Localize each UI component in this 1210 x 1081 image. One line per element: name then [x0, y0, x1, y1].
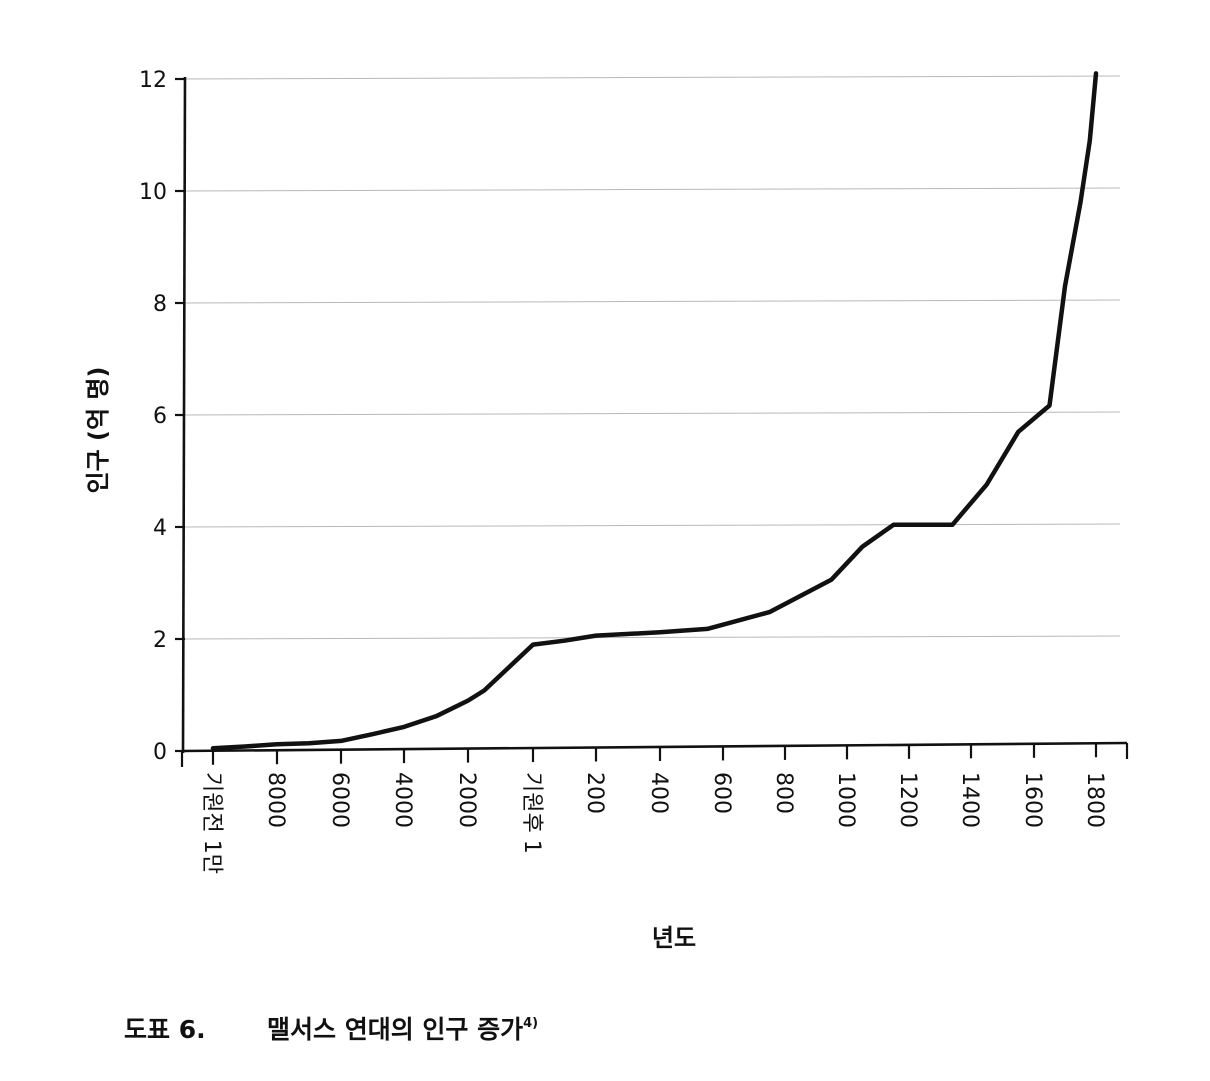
x-tick-label: 1200 — [895, 772, 920, 828]
x-tick-label: 1800 — [1082, 772, 1107, 828]
x-tick-label: 6000 — [327, 772, 352, 828]
y-tick-label: 8 — [153, 292, 167, 317]
x-tick-label: 400 — [646, 772, 671, 814]
x-tick-label: 1400 — [957, 772, 982, 828]
x-tick-label: 1000 — [833, 772, 858, 828]
y-tick-label: 0 — [153, 740, 167, 765]
x-tick-label: 200 — [582, 772, 607, 814]
x-tick-label: 8000 — [263, 772, 288, 828]
caption-title: 맬서스 연대의 인구 증가 — [267, 1015, 524, 1044]
y-tick-label: 2 — [153, 628, 167, 653]
y-tick-label: 10 — [139, 180, 167, 205]
caption-number: 도표 6. — [124, 1015, 206, 1044]
population-line — [210, 71, 1099, 751]
gridline — [184, 75, 1121, 80]
y-tick-label: 6 — [153, 404, 167, 429]
y-tick-label: 4 — [153, 516, 167, 541]
x-tick-label: 1600 — [1020, 772, 1045, 828]
gridline — [184, 299, 1121, 304]
x-tick-label: 기원전 1만 — [199, 772, 224, 874]
y-axis-title: 인구 (억 명) — [84, 367, 112, 494]
x-tick-label: 4000 — [390, 772, 415, 828]
caption-footnote: 4) — [523, 1016, 539, 1031]
x-tick-label: 기원후 1 — [519, 772, 544, 854]
x-axis — [181, 741, 1128, 753]
y-tick-label: 12 — [139, 68, 167, 93]
x-axis-title: 년도 — [652, 924, 696, 952]
x-tick-label: 600 — [709, 772, 734, 814]
figure-caption: 도표 6. 맬서스 연대의 인구 증가4) — [124, 1010, 538, 1046]
gridline — [184, 187, 1121, 192]
gridline — [184, 635, 1121, 640]
y-axis — [181, 76, 187, 754]
gridline — [184, 523, 1121, 528]
x-tick-label: 2000 — [454, 772, 479, 828]
gridline — [184, 411, 1121, 416]
x-tick-label: 800 — [771, 772, 796, 814]
